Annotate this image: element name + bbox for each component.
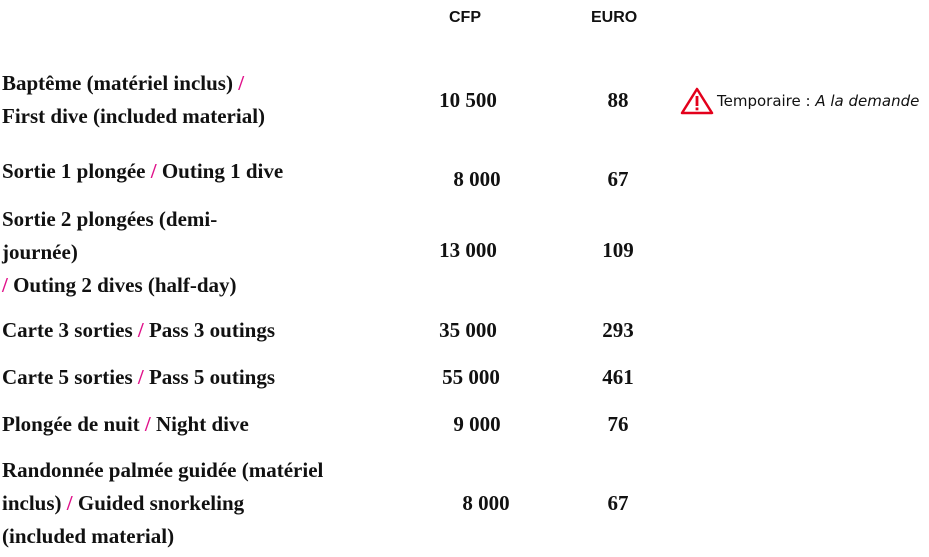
row-cfp: 13 000	[439, 238, 497, 262]
row-name-fr: Randonnée palmée guidée (matériel inclus…	[2, 458, 324, 515]
separator: /	[66, 491, 73, 515]
row-cfp: 10 500	[439, 88, 497, 112]
row-name-fr: Sortie 1 plongée	[2, 159, 146, 183]
row-name-fr: Baptême (matériel inclus)	[2, 71, 233, 95]
row-name-fr: Sortie 2 plongées (demi-journée)	[2, 207, 218, 264]
note-label: Temporaire :	[717, 92, 811, 110]
separator: /	[238, 71, 245, 95]
row-euro: 67	[607, 491, 629, 515]
row-name-fr: Plongée de nuit	[2, 412, 140, 436]
row-name-fr: Carte 5 sorties	[2, 365, 133, 389]
row-name-en: First dive (included material)	[2, 104, 266, 128]
header-cfp: CFP	[449, 9, 481, 26]
row-name-en: Guided snorkeling (included material)	[2, 491, 245, 548]
row-name-en: Outing 2 dives (half-day)	[13, 273, 237, 297]
separator: /	[150, 159, 157, 183]
row-name-sortie-1: Sortie 1 plongée / Outing 1 dive	[2, 155, 342, 188]
row-name-carte-5: Carte 5 sorties / Pass 5 outings	[2, 361, 342, 394]
separator: /	[144, 412, 151, 436]
row-cfp: 35 000	[439, 318, 497, 342]
warning-triangle-icon	[680, 87, 714, 115]
separator: /	[137, 365, 144, 389]
row-euro: 67	[607, 167, 629, 191]
separator: /	[137, 318, 144, 342]
note-value: A la demande	[815, 92, 920, 110]
header-euro: EURO	[591, 9, 638, 26]
separator: /	[2, 273, 8, 297]
row-euro: 293	[602, 318, 634, 342]
row-cfp: 8 000	[462, 491, 510, 515]
row-name-fr: Carte 3 sorties	[2, 318, 133, 342]
row-name-en: Pass 3 outings	[148, 318, 275, 342]
row-cfp: 55 000	[442, 365, 500, 389]
row-cfp: 9 000	[453, 412, 501, 436]
row-name-en: Night dive	[156, 412, 249, 436]
row-name-plongee-nuit: Plongée de nuit / Night dive	[2, 408, 342, 441]
row-name-randonnee: Randonnée palmée guidée (matériel inclus…	[2, 454, 332, 553]
row-name-sortie-2: Sortie 2 plongées (demi-journée) / Outin…	[2, 203, 272, 302]
row-name-en: Outing 1 dive	[161, 159, 284, 183]
row-cfp: 8 000	[453, 167, 501, 191]
row-euro: 88	[607, 88, 629, 112]
row-euro: 109	[602, 238, 634, 262]
row-euro: 461	[602, 365, 634, 389]
row-name-bapteme: Baptême (matériel inclus) / First dive (…	[2, 67, 342, 133]
row-euro: 76	[607, 412, 629, 436]
row-name-carte-3: Carte 3 sorties / Pass 3 outings	[2, 314, 342, 347]
availability-note: Temporaire : A la demande	[680, 87, 919, 115]
row-name-en: Pass 5 outings	[148, 365, 275, 389]
